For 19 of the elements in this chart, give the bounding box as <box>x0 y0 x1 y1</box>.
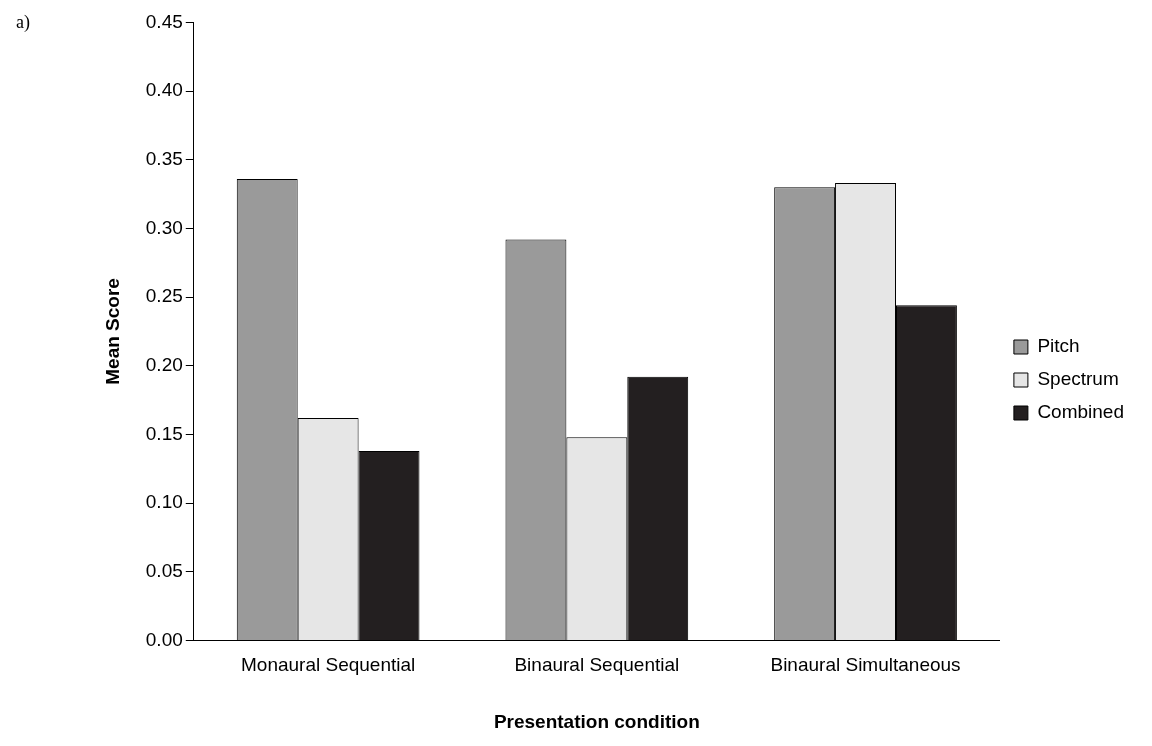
legend-label: Pitch <box>1037 335 1080 357</box>
y-tick-label: 0.30 <box>145 216 183 238</box>
legend-label: Combined <box>1037 401 1125 423</box>
x-tick-label: Binaural Sequential <box>514 654 680 676</box>
x-axis-title: Presentation condition <box>493 710 700 732</box>
y-tick-label: 0.20 <box>145 353 183 375</box>
legend-label: Spectrum <box>1037 368 1119 390</box>
y-tick-label: 0.25 <box>145 285 183 307</box>
y-tick-label: 0.15 <box>145 422 183 444</box>
y-tick-label: 0.45 <box>145 10 183 32</box>
y-tick-label: 0.05 <box>145 559 183 581</box>
y-axis-title: Mean Score <box>101 278 123 385</box>
text: a) <box>16 11 30 33</box>
x-tick-label: Binaural Simultaneous <box>770 654 961 676</box>
y-tick-label: 0.35 <box>145 147 183 169</box>
y-tick-label: 0.10 <box>145 491 183 513</box>
x-tick-label: Monaural Sequential <box>240 654 416 676</box>
y-tick-label: 0.00 <box>145 628 183 650</box>
y-tick-label: 0.40 <box>145 79 183 101</box>
